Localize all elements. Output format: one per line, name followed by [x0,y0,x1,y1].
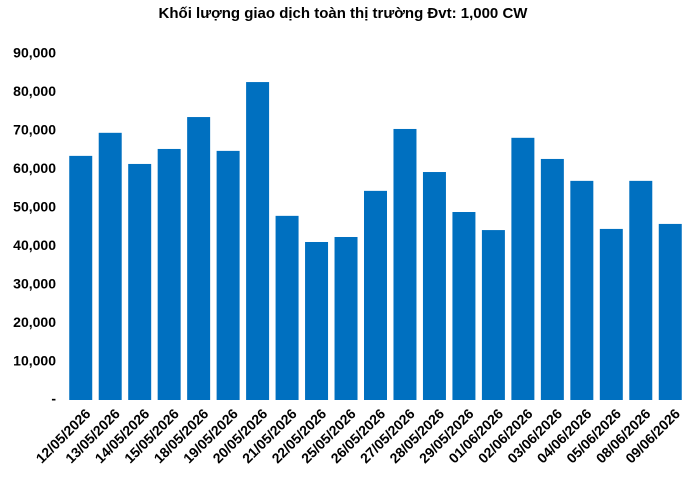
y-tick-label: 90,000 [13,45,56,61]
y-tick-label: 80,000 [13,83,56,99]
y-tick-label: 20,000 [13,314,56,330]
bar [599,228,623,400]
bar [629,180,653,400]
y-tick-label: 70,000 [13,122,56,138]
bar [452,212,476,400]
y-tick-label: 10,000 [13,352,56,368]
bar [334,236,358,400]
bar [540,158,564,400]
y-tick-label: - [51,391,56,407]
bar [364,190,387,400]
y-tick-label: 60,000 [13,160,56,176]
bar [422,172,446,400]
bar [275,215,299,400]
bar [393,128,417,400]
y-tick-label: 40,000 [13,237,56,253]
bar [98,132,122,401]
bar [305,241,329,400]
y-tick-label: 50,000 [13,198,56,214]
y-tick-label: 30,000 [13,275,56,291]
bar [128,163,152,400]
bar [216,150,240,400]
bar [187,117,211,400]
bar [658,223,682,400]
bar [511,137,535,400]
bar [570,180,594,400]
bar [246,82,270,400]
chart-title: Khối lượng giao dịch toàn thị trường Đvt… [159,5,529,22]
bar [69,155,93,400]
bar [481,230,505,400]
bar [157,148,181,400]
